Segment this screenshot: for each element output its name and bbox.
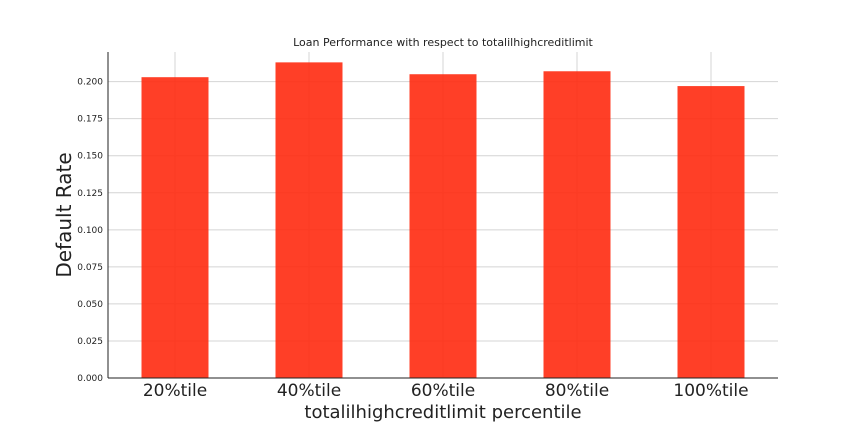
bar <box>141 77 209 378</box>
x-tick-label: 60%tile <box>411 381 475 401</box>
bars <box>141 62 745 379</box>
y-tick-label: 0.125 <box>77 189 103 199</box>
y-tick-label: 0.075 <box>77 263 103 273</box>
bar <box>543 71 611 378</box>
y-tick-label: 0.175 <box>77 115 103 125</box>
x-tick-label: 100%tile <box>673 381 748 401</box>
x-tick-labels: 20%tile 40%tile 60%tile 80%tile 100%tile <box>143 381 749 401</box>
x-tick-label: 40%tile <box>277 381 341 401</box>
x-tick-label: 20%tile <box>143 381 207 401</box>
y-tick-label: 0.025 <box>77 337 103 347</box>
y-tick-label: 0.050 <box>77 300 103 310</box>
bar <box>275 62 343 378</box>
y-tick-label: 0.100 <box>77 226 103 236</box>
x-axis-label: totalilhighcreditlimit percentile <box>304 402 581 423</box>
y-tick-label: 0.200 <box>77 78 103 88</box>
chart-title: Loan Performance with respect to totalil… <box>293 36 593 49</box>
y-axis-label: Default Rate <box>52 152 76 277</box>
axes <box>107 52 778 379</box>
x-tick-label: 80%tile <box>545 381 609 401</box>
y-tick-label: 0.150 <box>77 152 103 162</box>
y-tick-labels: 0.000 0.025 0.050 0.075 0.100 0.125 0.150 0.175… <box>77 78 103 384</box>
y-tick-label: 0.000 <box>77 374 103 384</box>
bar <box>677 86 745 378</box>
bar <box>409 74 477 379</box>
